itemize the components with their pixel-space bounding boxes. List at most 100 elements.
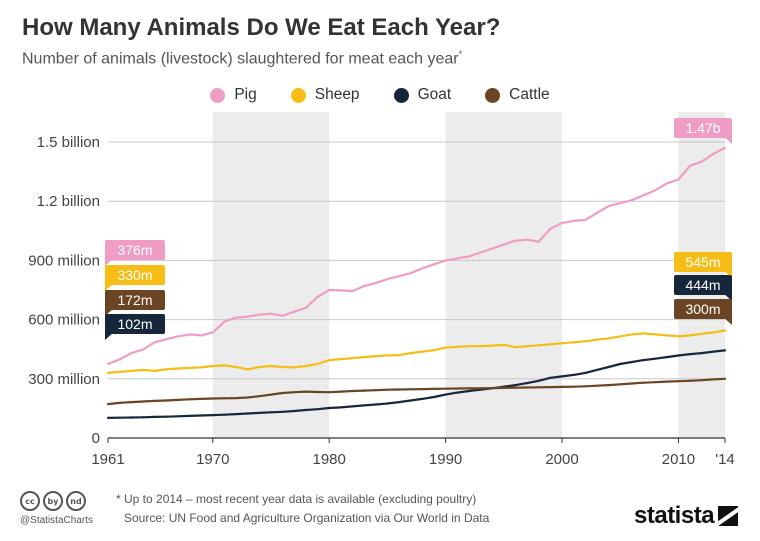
- data-point-goat: [386, 402, 389, 405]
- end-label-goat-box: [674, 275, 732, 295]
- data-point-pig: [456, 257, 459, 260]
- statista-handle[interactable]: @StatistaCharts: [20, 515, 93, 526]
- data-point-goat: [234, 413, 238, 416]
- data-point-cattle: [409, 388, 412, 391]
- start-label-cattle-box: [105, 290, 165, 310]
- data-point-goat: [595, 368, 599, 372]
- series-line-pig: [107, 146, 726, 365]
- data-point-pig: [584, 218, 587, 222]
- data-point-sheep: [607, 337, 610, 340]
- data-point-cattle: [223, 397, 226, 400]
- data-point-sheep: [223, 364, 226, 367]
- legend-item-pig[interactable]: Pig: [210, 86, 257, 104]
- data-point-cattle: [188, 398, 191, 401]
- data-point-cattle: [525, 386, 529, 389]
- license-icons: cc by nd: [20, 491, 86, 511]
- data-point-sheep: [642, 332, 645, 335]
- data-point-sheep: [502, 343, 505, 346]
- legend-label-sheep: Sheep: [314, 86, 360, 103]
- data-point-cattle: [549, 385, 552, 389]
- y-tick-label: 900 million: [28, 252, 100, 269]
- data-point-pig: [595, 211, 599, 215]
- data-point-goat: [153, 415, 156, 418]
- x-tick-label: '14: [715, 451, 735, 468]
- data-point-pig: [619, 202, 622, 205]
- legend-item-goat[interactable]: Goat: [393, 86, 451, 104]
- data-point-cattle: [258, 395, 261, 398]
- end-label-cattle-box: [674, 299, 732, 319]
- y-tick-label: 300 million: [28, 371, 100, 388]
- data-point-sheep: [304, 364, 308, 368]
- data-point-goat: [188, 414, 191, 417]
- data-point-pig: [211, 331, 214, 334]
- start-label-pig-text: 376m: [117, 242, 152, 258]
- data-point-goat: [339, 406, 342, 409]
- data-point-sheep: [176, 367, 179, 370]
- data-point-cattle: [572, 385, 575, 388]
- data-point-pig: [712, 152, 715, 155]
- data-point-sheep: [654, 333, 657, 336]
- end-label-cattle: 300m: [674, 299, 732, 325]
- data-point-sheep: [560, 342, 564, 345]
- data-point-pig: [106, 362, 110, 365]
- data-point-sheep: [246, 368, 249, 371]
- data-point-sheep: [211, 364, 214, 368]
- data-point-goat: [363, 404, 366, 407]
- end-label-goat-text: 444m: [685, 277, 720, 293]
- data-point-goat: [584, 371, 587, 374]
- attribution-icon[interactable]: by: [43, 491, 63, 511]
- data-point-pig: [549, 227, 552, 230]
- data-point-cattle: [130, 400, 133, 404]
- data-point-sheep: [525, 345, 529, 348]
- data-point-cattle: [630, 382, 633, 385]
- no-derivatives-icon[interactable]: nd: [66, 491, 86, 511]
- data-point-goat: [712, 350, 715, 353]
- data-point-goat: [316, 408, 319, 411]
- legend-label-pig: Pig: [234, 86, 257, 103]
- data-point-pig: [316, 295, 319, 299]
- data-point-goat: [281, 410, 284, 413]
- start-label-cattle-text: 172m: [117, 292, 152, 308]
- end-label-pig-box: [674, 118, 732, 138]
- cc-license-icon[interactable]: cc: [20, 491, 40, 511]
- data-point-cattle: [723, 377, 727, 380]
- data-point-sheep: [479, 345, 482, 348]
- data-point-cattle: [595, 384, 599, 387]
- data-point-pig: [328, 288, 331, 292]
- data-point-pig: [188, 333, 191, 336]
- data-point-goat: [514, 384, 517, 387]
- start-label-cattle: 172m: [105, 290, 165, 316]
- legend-swatch-goat: [393, 87, 409, 103]
- data-point-sheep: [118, 370, 121, 373]
- data-point-goat: [630, 360, 633, 364]
- statista-logo[interactable]: statista: [634, 502, 739, 530]
- data-point-goat: [723, 349, 727, 352]
- data-point-pig: [723, 146, 727, 150]
- data-point-sheep: [421, 350, 424, 353]
- data-point-pig: [432, 263, 436, 266]
- data-point-cattle: [514, 386, 517, 389]
- legend-item-sheep[interactable]: Sheep: [290, 86, 360, 104]
- start-label-sheep-text: 330m: [117, 267, 152, 283]
- data-point-pig: [409, 272, 412, 275]
- legend-item-cattle[interactable]: Cattle: [485, 86, 550, 104]
- data-point-cattle: [432, 387, 436, 390]
- data-point-sheep: [444, 346, 447, 349]
- data-point-pig: [234, 316, 238, 319]
- data-point-sheep: [619, 335, 622, 338]
- data-point-pig: [223, 320, 226, 323]
- data-point-sheep: [188, 366, 191, 370]
- data-point-pig: [118, 358, 121, 361]
- logo-mark-icon: [718, 506, 739, 526]
- data-point-pig: [479, 251, 482, 254]
- data-point-cattle: [479, 387, 482, 390]
- data-point-pig: [630, 199, 633, 202]
- data-point-pig: [467, 255, 470, 258]
- data-point-cattle: [467, 387, 470, 390]
- data-point-pig: [258, 313, 261, 316]
- data-point-sheep: [712, 331, 715, 334]
- data-point-goat: [351, 405, 354, 408]
- data-point-goat: [665, 355, 668, 359]
- data-point-sheep: [339, 357, 342, 361]
- start-label-goat-text: 102m: [117, 316, 152, 332]
